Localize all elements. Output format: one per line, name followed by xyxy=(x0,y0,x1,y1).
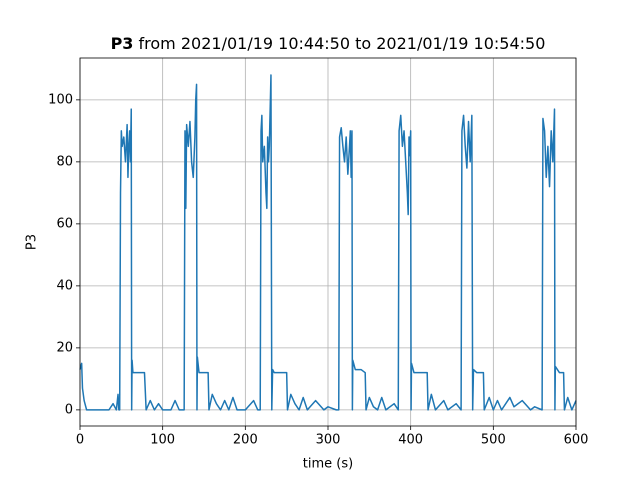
x-tick-label: 0 xyxy=(76,433,84,448)
x-tick-label: 400 xyxy=(398,433,423,448)
chart-title: P3 from 2021/01/19 10:44:50 to 2021/01/1… xyxy=(111,34,546,53)
title-text: from 2021/01/19 10:44:50 to 2021/01/19 1… xyxy=(139,34,546,53)
x-tick-label: 200 xyxy=(233,433,258,448)
title-bold: P3 xyxy=(111,34,134,53)
plot-frame xyxy=(79,57,577,427)
y-tick-label: 100 xyxy=(48,92,73,107)
y-tick-label: 20 xyxy=(56,340,73,355)
x-tick-label: 300 xyxy=(316,433,341,448)
x-tick-label: 100 xyxy=(150,433,175,448)
x-tick-label: 500 xyxy=(481,433,506,448)
y-tick-label: 40 xyxy=(56,278,73,293)
data-line xyxy=(79,74,577,411)
y-tick-label: 80 xyxy=(56,154,73,169)
x-tick-label: 600 xyxy=(564,433,589,448)
y-tick-label: 0 xyxy=(65,402,73,417)
y-tick-label: 60 xyxy=(56,216,73,231)
y-axis-label: P3 xyxy=(25,234,40,250)
x-axis-label: time (s) xyxy=(303,457,353,472)
